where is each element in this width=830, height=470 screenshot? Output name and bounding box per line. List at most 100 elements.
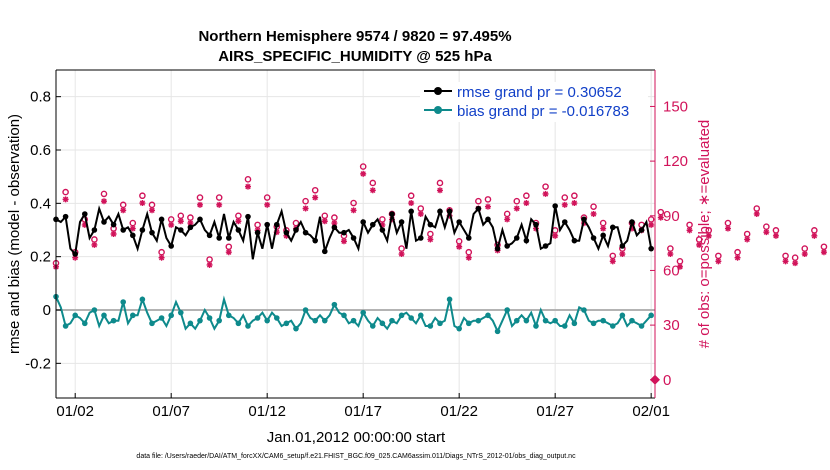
bias-marker — [101, 312, 107, 319]
y-tick-label: 0.6 — [30, 142, 51, 159]
y-tick-label: 0.4 — [30, 195, 51, 212]
bias-marker — [379, 320, 386, 327]
bias-marker — [110, 317, 117, 324]
rmse-marker — [619, 243, 626, 249]
obs-possible-marker — [369, 179, 377, 187]
obs-evaluated-marker — [264, 201, 271, 208]
obs-evaluated-marker — [158, 254, 165, 261]
obs-evaluated-marker — [321, 218, 328, 225]
obs-possible-marker — [244, 176, 252, 183]
bias-marker — [504, 307, 510, 313]
bias-marker — [648, 312, 654, 319]
bias-marker — [513, 317, 520, 324]
obs-evaluated-marker — [542, 190, 549, 197]
rmse-marker — [158, 216, 165, 223]
y-tick-label: -0.2 — [25, 355, 51, 372]
obs-evaluated-marker — [148, 207, 155, 214]
bias-marker — [523, 317, 530, 324]
obs-possible-marker — [407, 192, 415, 200]
obs-evaluated-marker — [427, 236, 434, 243]
obs-evaluated-marker — [513, 205, 520, 212]
obs-evaluated-marker — [484, 203, 491, 210]
obs-possible-marker — [215, 194, 223, 201]
legend-bias-marker — [434, 106, 442, 114]
obs-evaluated-marker — [225, 249, 232, 256]
obs-possible-marker — [263, 194, 271, 201]
obs-evaluated-marker — [600, 225, 607, 232]
obs-evaluated-marker — [811, 232, 818, 239]
bias-marker — [398, 312, 405, 319]
rmse-marker — [225, 235, 232, 241]
bias-marker — [389, 317, 395, 324]
legend-box — [420, 82, 648, 122]
bias-marker — [638, 323, 645, 329]
obs-evaluated-marker — [552, 232, 559, 239]
obs-evaluated-marker — [696, 241, 703, 248]
bias-marker — [417, 312, 424, 319]
bias-marker — [619, 312, 626, 319]
obs-evaluated-marker — [820, 249, 827, 256]
bias-marker — [81, 320, 88, 327]
rmse-marker — [581, 216, 587, 223]
obs-possible-marker — [196, 194, 204, 201]
obs-evaluated-marker — [446, 212, 453, 219]
rmse-marker — [360, 219, 366, 225]
bias-marker — [571, 320, 578, 327]
rmse-marker — [101, 219, 107, 225]
legend-rmse-label: rmse grand pr = 0.30652 — [457, 84, 622, 101]
bias-marker — [62, 323, 69, 329]
obs-evaluated-marker — [139, 200, 146, 207]
obs-evaluated-marker — [436, 187, 443, 194]
rmse-marker — [350, 235, 357, 241]
bias-marker — [581, 307, 587, 313]
bias-marker — [456, 325, 462, 332]
bias-marker — [216, 317, 222, 324]
obs-possible-marker — [571, 192, 578, 200]
obs-evaluated-marker — [235, 218, 242, 225]
obs-evaluated-marker — [168, 221, 175, 228]
chart-title-line1: Northern Hemisphere 9574 / 9820 = 97.495… — [198, 28, 511, 45]
obs-evaluated-marker — [561, 201, 568, 208]
bias-marker — [360, 309, 366, 316]
rmse-marker — [81, 211, 88, 217]
bias-marker — [168, 312, 174, 319]
obs-evaluated-marker — [734, 254, 741, 261]
obs-evaluated-marker — [244, 183, 251, 190]
obs-evaluated-marker — [398, 251, 405, 258]
bias-marker — [177, 309, 184, 316]
rmse-marker — [600, 232, 606, 239]
rmse-marker — [417, 235, 424, 241]
obs-possible-marker — [475, 197, 482, 205]
rmse-marker — [571, 237, 578, 244]
rmse-marker — [177, 227, 184, 233]
rmse-marker — [379, 227, 386, 233]
obs-evaluated-marker — [283, 232, 290, 239]
bias-marker — [206, 315, 213, 321]
obs-evaluated-marker — [619, 251, 626, 258]
x-tick-label: 01/02 — [56, 403, 94, 420]
bias-marker — [302, 307, 309, 313]
obs-evaluated-marker — [81, 221, 88, 228]
rmse-marker — [139, 227, 146, 233]
rmse-marker — [321, 248, 328, 255]
bias-marker — [91, 307, 98, 313]
axes — [55, 69, 656, 399]
legend-bias-label: bias grand pr = -0.016783 — [457, 103, 629, 120]
obs-evaluated-marker — [801, 251, 808, 258]
data-file-footnote: data file: /Users/raeder/DAI/ATM_forcXX/… — [136, 453, 576, 460]
obs-evaluated-marker — [216, 201, 223, 208]
bias-marker — [283, 320, 290, 327]
rmse-marker — [590, 235, 597, 241]
bias-marker — [187, 320, 194, 327]
obs-evaluated-marker — [302, 205, 309, 212]
obs-evaluated-marker — [772, 232, 779, 239]
obs-possible-marker — [350, 199, 357, 207]
rmse-marker — [629, 219, 635, 225]
rmse-marker — [110, 221, 117, 228]
bias-marker — [475, 317, 482, 324]
obs-possible-marker — [590, 203, 597, 210]
obs-evaluated-marker — [331, 220, 338, 227]
obs-evaluated-marker — [340, 238, 347, 245]
bias-marker — [158, 315, 165, 321]
rmse-marker — [542, 243, 549, 249]
